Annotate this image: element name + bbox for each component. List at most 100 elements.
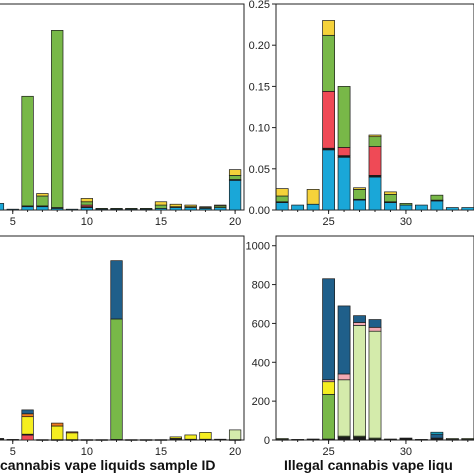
bar-segment-28-pink xyxy=(368,326,382,332)
bar-segment-27-light_green xyxy=(353,325,366,437)
bar-segment-28-yellow xyxy=(368,134,382,138)
bar-segment-17-yellow xyxy=(184,204,197,208)
y-tick-label: 0.00 xyxy=(249,205,270,217)
bar-segment-19-yellow xyxy=(214,204,227,207)
bar-segment-29-teal xyxy=(384,202,397,211)
bar-segment-6-orange xyxy=(21,413,34,418)
bar-segment-27-black xyxy=(353,436,366,441)
bar-segment-28-light_green xyxy=(368,330,382,439)
bar-segment-23-teal xyxy=(291,204,305,211)
plot-frame xyxy=(0,3,245,211)
bar-segment-27-teal xyxy=(353,199,366,211)
y-tick-label: 600 xyxy=(252,318,270,330)
y-tick-label: 0.05 xyxy=(249,164,270,176)
bar-segment-26-pink xyxy=(337,373,351,381)
bar-segment-6-green xyxy=(21,95,34,207)
y-tick-label: 0 xyxy=(264,435,270,447)
bar-segment-10-teal xyxy=(80,207,93,211)
x-tick-label: 15 xyxy=(155,446,167,458)
bar-segment-29-green xyxy=(384,193,397,203)
bar-segment-28-red xyxy=(368,146,382,176)
bar-segment-30-black xyxy=(399,437,413,441)
y-tick-label: 0.10 xyxy=(249,123,270,135)
bar-segment-26-teal xyxy=(337,156,351,211)
bar-segment-4-black xyxy=(0,438,5,441)
bar-segment-6-bright_yellow xyxy=(21,416,34,435)
bar-segment-27-pink xyxy=(353,322,366,326)
bar-segment-25-green xyxy=(322,393,335,440)
bar-segment-34-light_green xyxy=(461,438,474,440)
bar-segment-8-orange xyxy=(51,422,64,427)
x-axis-label: Illegal cannabis vape liqu xyxy=(284,457,453,473)
bar-segment-18-yellow xyxy=(199,206,212,208)
bar-segment-32-cyan xyxy=(430,431,444,435)
x-axis-label: cannabis vape liquids sample ID xyxy=(0,457,216,473)
panel-top-right: 25 30 0.00 0.05 0.10 0.15 0.20 0.25 xyxy=(249,0,474,228)
bar-segment-32-green xyxy=(430,194,444,201)
bar-segment-9-teal xyxy=(65,208,79,211)
bar-segment-20-green xyxy=(228,175,242,180)
bar-segment-25-bright_yellow xyxy=(322,381,335,395)
bar-segment-27-yellow xyxy=(353,187,366,190)
bar-segment-6-navy xyxy=(21,409,34,415)
bar-segment-33-teal xyxy=(445,207,459,211)
y-tick-label: 800 xyxy=(252,280,270,292)
bar-segment-6-red xyxy=(21,434,34,441)
x-tick-label: 25 xyxy=(322,446,334,458)
x-tick-label: 20 xyxy=(229,216,241,228)
bar-segment-12-green xyxy=(110,318,123,440)
y-tick-label: 200 xyxy=(252,396,270,408)
panel-bottom-left: 5 10 15 20 cannabis vape liquids sample ID xyxy=(0,235,245,473)
bar-segment-25-red xyxy=(322,90,335,149)
x-tick-label: 30 xyxy=(400,446,412,458)
bar-segment-30-teal xyxy=(399,204,413,211)
bar-segment-15-yellow xyxy=(154,201,168,206)
bar-segment-17-teal xyxy=(184,207,197,211)
bar-segment-26-red xyxy=(337,147,351,156)
bar-segment-32-teal xyxy=(430,200,444,211)
bar-segment-24-teal xyxy=(306,203,320,211)
panel-bottom-right: 25 30 0 200 400 600 800 1000 Illegal cannabis va… xyxy=(246,235,474,473)
bar-segment-17-bright_yellow xyxy=(184,434,197,440)
bar-segment-26-black xyxy=(337,436,351,441)
bar-segment-8-green xyxy=(51,30,64,208)
bar-segment-20-teal xyxy=(228,179,242,211)
bar-segment-28-navy xyxy=(368,319,382,328)
bar-segment-25-navy xyxy=(322,278,335,381)
bar-segment-25-yellow xyxy=(322,20,335,36)
bar-segment-5-teal xyxy=(6,208,19,211)
bar-segment-22-teal xyxy=(275,202,289,211)
bar-segment-10-yellow xyxy=(80,198,93,203)
bar-segment-18-bright_yellow xyxy=(199,432,212,440)
bar-segment-7-yellow xyxy=(36,193,49,197)
bar-segment-28-teal xyxy=(368,176,382,211)
bar-segment-24-yellow xyxy=(306,189,320,205)
bar-segment-19-black xyxy=(214,438,227,441)
bar-segment-6-teal xyxy=(21,206,34,211)
bar-segment-29-yellow xyxy=(384,191,397,195)
bar-segment-12-green xyxy=(110,208,123,210)
y-tick-label: 400 xyxy=(252,357,270,369)
bar-segment-27-green xyxy=(353,189,366,200)
bar-segment-20-light_green xyxy=(228,429,242,440)
bar-segment-32-navy xyxy=(430,433,444,439)
bar-segment-13-green xyxy=(125,208,138,210)
bar-segment-20-yellow xyxy=(228,169,242,176)
bar-segment-16-yellow xyxy=(169,203,182,208)
bar-segment-16-bright_yellow xyxy=(169,436,182,439)
bar-segment-16-teal xyxy=(169,207,182,211)
bar-segment-33-light_green xyxy=(445,438,459,440)
bar-segment-24-black xyxy=(306,438,320,441)
y-tick-label: 0.15 xyxy=(249,81,270,93)
bar-segment-19-teal xyxy=(214,207,227,211)
bar-segment-9-bright_yellow xyxy=(65,432,79,440)
bar-segment-26-navy xyxy=(337,305,351,375)
bar-segment-25-teal xyxy=(322,149,335,211)
bar-segment-22-green xyxy=(275,195,289,203)
bar-segment-26-light_green xyxy=(337,379,351,437)
bar-segment-11-green xyxy=(95,208,108,210)
bar-segment-14-green xyxy=(140,208,153,210)
panel-top-left: 5 10 15 20 xyxy=(0,3,245,228)
x-tick-label: 5 xyxy=(10,446,16,458)
